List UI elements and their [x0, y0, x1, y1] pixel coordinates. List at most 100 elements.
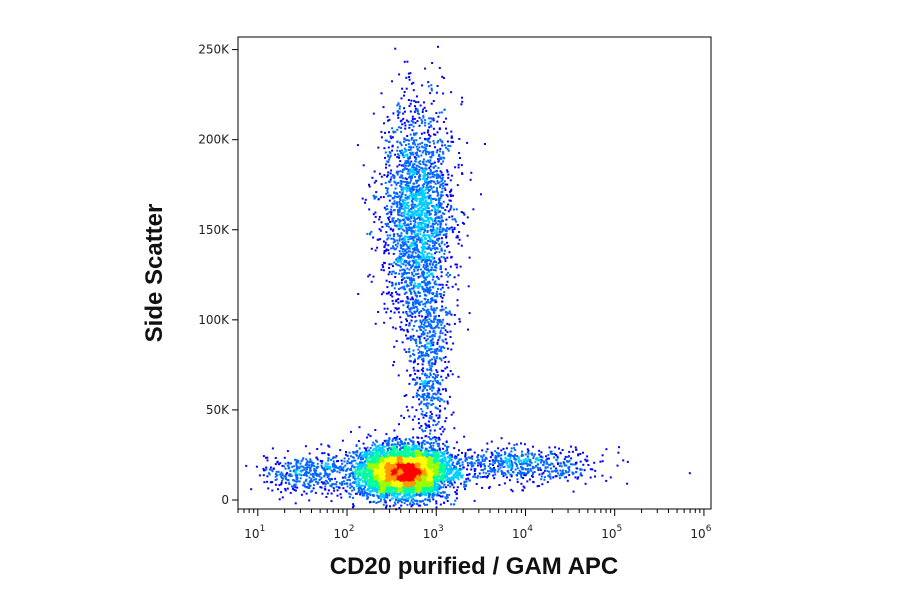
event-dot — [430, 396, 433, 399]
event-dot — [550, 452, 552, 455]
event-dot — [394, 307, 397, 310]
event-dot — [460, 458, 463, 461]
event-dot — [576, 467, 579, 470]
event-dot — [392, 112, 395, 115]
event-dot — [419, 178, 422, 181]
event-dot — [431, 154, 434, 157]
event-dot — [499, 457, 502, 460]
event-dot — [421, 205, 423, 208]
event-dot — [450, 195, 452, 198]
event-dot — [424, 455, 427, 457]
event-dot — [449, 208, 452, 211]
event-dot — [346, 462, 349, 465]
event-dot — [439, 383, 442, 386]
event-dot — [364, 492, 367, 494]
event-dot — [355, 462, 358, 465]
event-dot — [430, 209, 433, 212]
event-dot — [434, 448, 437, 451]
event-dot — [396, 104, 399, 107]
event-dot — [463, 483, 466, 486]
event-dot — [440, 433, 443, 436]
event-dot — [438, 153, 441, 156]
event-dot — [412, 418, 414, 421]
event-dot — [415, 217, 418, 220]
event-dot — [401, 241, 404, 244]
event-dot — [403, 260, 406, 263]
event-dot — [430, 351, 432, 354]
event-dot — [475, 483, 478, 485]
event-dot — [405, 334, 407, 337]
event-dot — [409, 502, 412, 505]
event-dot — [442, 454, 445, 457]
event-dot — [584, 482, 587, 485]
event-dot — [319, 478, 322, 481]
event-dot — [400, 144, 403, 147]
event-dot — [440, 174, 443, 177]
event-dot — [336, 489, 339, 492]
event-dot — [441, 495, 444, 498]
event-dot — [335, 466, 338, 469]
event-dot — [421, 315, 423, 318]
event-dot — [425, 294, 428, 297]
event-dot — [433, 260, 436, 263]
event-dot — [446, 493, 449, 496]
event-dot — [414, 152, 417, 155]
event-dot — [411, 226, 414, 229]
event-dot — [423, 280, 426, 283]
event-dot — [408, 139, 411, 142]
event-dot — [352, 503, 355, 506]
event-dot — [426, 402, 429, 405]
event-dot — [414, 143, 417, 146]
event-dot — [546, 466, 549, 469]
event-dot — [395, 438, 398, 441]
event-dot — [446, 183, 449, 186]
event-dot — [378, 172, 381, 175]
event-dot — [287, 474, 290, 477]
event-dot — [420, 383, 423, 385]
event-dot — [394, 192, 397, 195]
event-dot — [428, 318, 431, 321]
event-dot — [557, 472, 560, 475]
event-dot — [416, 197, 419, 200]
event-dot — [381, 225, 384, 228]
event-dot — [445, 341, 448, 344]
event-dot — [384, 208, 387, 211]
event-dot — [332, 456, 335, 459]
event-dot — [398, 283, 400, 286]
event-dot — [526, 451, 529, 454]
event-dot — [436, 180, 439, 183]
event-dot — [387, 244, 390, 247]
event-dot — [364, 486, 366, 489]
event-dot — [446, 449, 449, 451]
event-dot — [411, 203, 414, 206]
event-dot — [326, 492, 329, 495]
event-dot — [488, 487, 491, 489]
event-dot — [567, 471, 570, 474]
event-dot — [510, 474, 513, 477]
event-dot — [487, 470, 489, 473]
event-dot — [298, 480, 301, 483]
event-dot — [442, 207, 445, 209]
event-dot — [418, 312, 421, 314]
event-dot — [430, 399, 433, 402]
event-dot — [402, 278, 405, 281]
event-dot — [454, 471, 457, 474]
event-dot — [414, 315, 417, 318]
event-dot — [449, 193, 452, 196]
event-dot — [437, 262, 440, 264]
event-dot — [532, 455, 535, 458]
event-dot — [412, 378, 415, 381]
event-dot — [419, 160, 422, 163]
event-dot — [422, 177, 425, 180]
event-dot — [396, 245, 399, 248]
event-dot — [427, 360, 430, 363]
event-dot — [425, 426, 428, 429]
event-dot — [425, 352, 427, 355]
event-dot — [423, 488, 426, 491]
event-dot — [407, 214, 410, 217]
event-dot — [404, 495, 407, 498]
event-dot — [416, 310, 419, 312]
event-dot — [428, 364, 431, 367]
event-dot — [392, 265, 394, 268]
event-dot — [450, 313, 453, 316]
